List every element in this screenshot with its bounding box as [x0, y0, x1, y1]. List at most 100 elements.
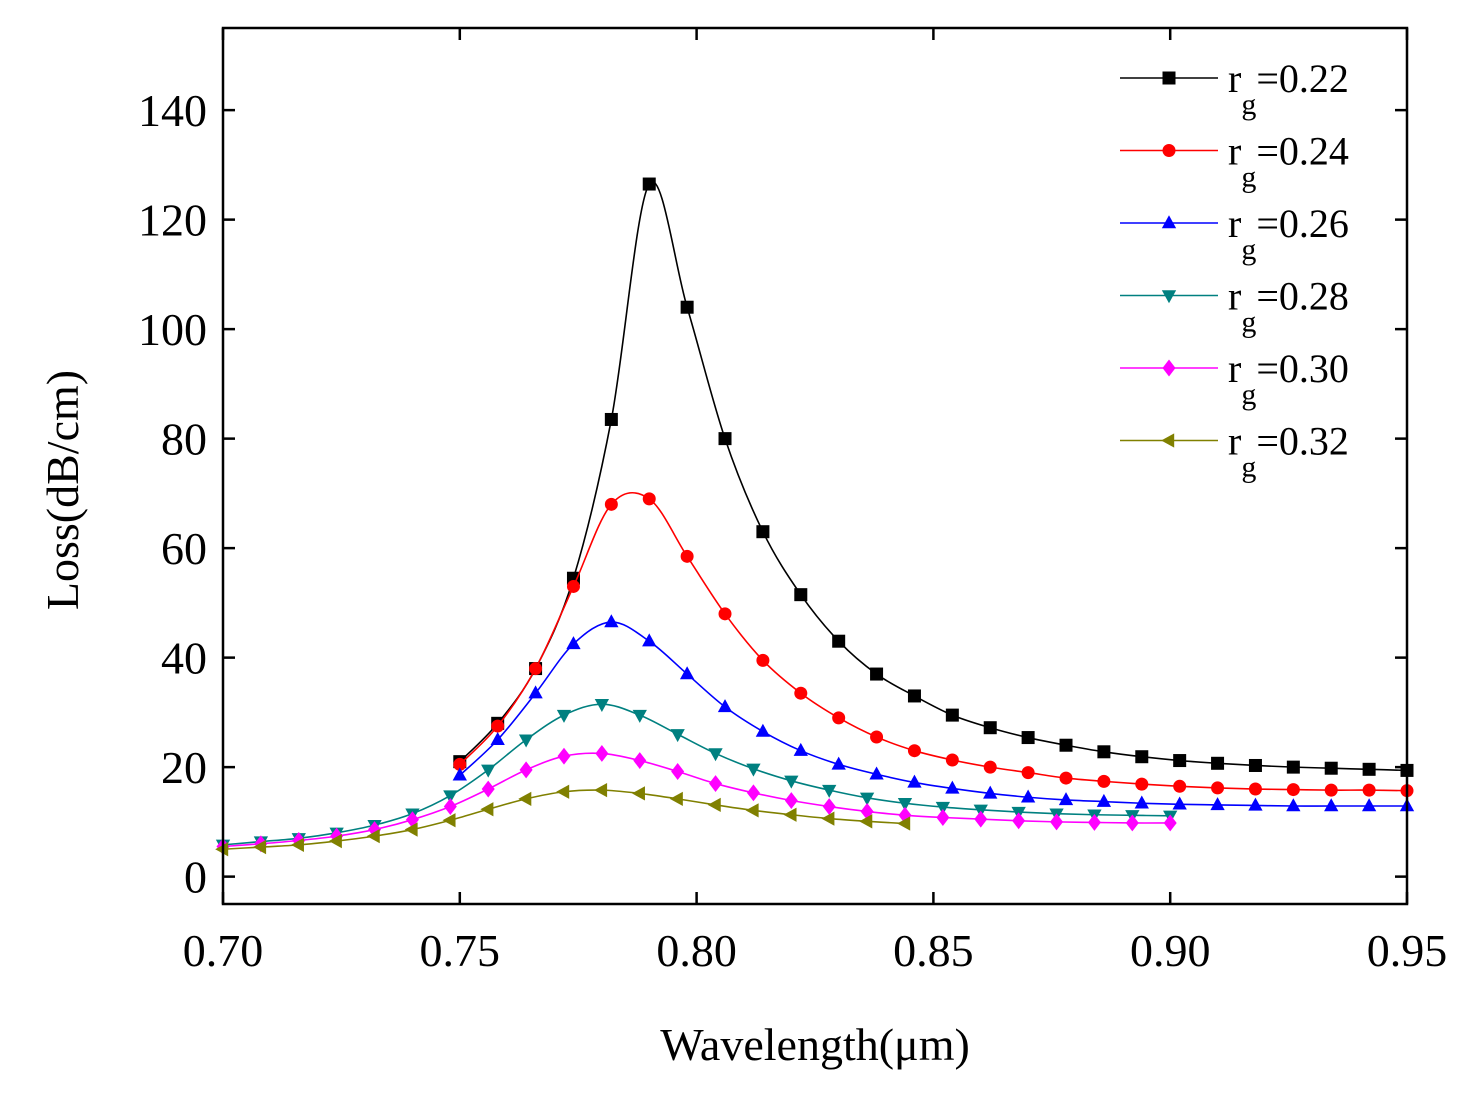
data-point	[680, 300, 694, 314]
data-point	[983, 785, 998, 799]
data-point	[1286, 783, 1300, 797]
data-point	[1286, 760, 1300, 774]
data-point	[859, 814, 873, 829]
data-point	[366, 828, 380, 844]
data-point	[1097, 774, 1111, 788]
data-point	[907, 774, 922, 788]
data-point	[491, 719, 505, 733]
data-point	[566, 636, 581, 650]
data-point	[745, 803, 759, 818]
x-tick-label: 0.70	[183, 925, 264, 976]
data-point	[594, 782, 608, 798]
data-point	[783, 807, 797, 822]
data-point	[1361, 798, 1377, 812]
data-point	[642, 492, 656, 506]
legend: rg=0.22 rg=0.24 rg=0.26 rg=0.28 rg=0.30 rg=0.…	[1120, 56, 1349, 484]
data-point	[898, 806, 912, 824]
legend-entry: rg=0.22	[1120, 56, 1349, 121]
data-point	[1059, 738, 1073, 752]
data-point	[756, 525, 770, 539]
data-point	[784, 792, 798, 809]
data-point	[1248, 797, 1263, 811]
data-point	[822, 784, 837, 798]
data-point	[556, 709, 572, 723]
data-point	[755, 723, 771, 737]
data-point	[1097, 745, 1111, 759]
data-point	[633, 752, 647, 770]
data-point	[1248, 782, 1262, 796]
data-point	[518, 791, 532, 807]
legend-entry: rg=0.26	[1120, 201, 1349, 266]
series-layer	[215, 177, 1415, 857]
data-point	[746, 784, 760, 802]
data-point	[480, 802, 494, 817]
data-point	[1248, 758, 1262, 772]
data-point	[1125, 814, 1139, 832]
x-tick-label: 0.75	[420, 925, 501, 976]
data-point	[907, 744, 921, 758]
data-point	[1362, 783, 1376, 797]
data-point	[746, 763, 761, 777]
data-point	[897, 816, 911, 831]
legend-entry: rg=0.28	[1120, 274, 1349, 339]
legend-marker	[1161, 433, 1175, 448]
y-tick-label: 80	[161, 414, 207, 465]
data-point	[1324, 798, 1339, 812]
y-tick-label: 60	[161, 523, 207, 574]
data-point	[1211, 781, 1225, 795]
legend-entry: rg=0.30	[1120, 346, 1349, 411]
data-point	[594, 698, 610, 712]
x-axis-title: Wavelength(μm)	[660, 1019, 970, 1070]
legend-label: rg=0.26	[1228, 201, 1349, 266]
data-point	[707, 797, 721, 813]
x-tick-label: 0.90	[1130, 925, 1211, 976]
series-line	[459, 180, 1408, 772]
data-point	[832, 711, 846, 725]
data-point	[405, 811, 419, 829]
data-point	[481, 780, 495, 798]
data-point	[490, 731, 505, 745]
data-point	[253, 839, 267, 855]
data-point	[936, 809, 950, 826]
legend-label: rg=0.32	[1228, 419, 1349, 484]
data-point	[756, 653, 770, 667]
series-line	[459, 621, 1407, 807]
data-point	[1163, 814, 1177, 832]
data-point	[452, 767, 467, 781]
data-point	[945, 780, 960, 794]
data-point	[945, 708, 959, 722]
series-r-g-0-22	[453, 177, 1414, 777]
legend-entry: rg=0.32	[1120, 419, 1349, 484]
data-point	[1058, 792, 1074, 806]
series-r-g-0-32	[215, 782, 911, 857]
data-point	[1021, 766, 1035, 780]
data-point	[529, 662, 543, 676]
data-point	[595, 744, 609, 762]
data-point	[481, 764, 496, 778]
data-point	[290, 837, 304, 853]
data-point	[1087, 813, 1101, 831]
y-axis-title: Loss(dB/cm)	[37, 370, 88, 610]
x-tick-label: 0.85	[893, 925, 974, 976]
data-point	[1059, 771, 1073, 785]
data-point	[794, 686, 808, 700]
y-tick-label: 40	[161, 633, 207, 684]
data-point	[556, 784, 570, 799]
data-point	[793, 742, 808, 756]
data-point	[1211, 756, 1225, 770]
tick-labels: 0.70 0.75 0.80 0.85 0.90 0.95 0 20 40 60 80 100 120 1…	[138, 85, 1447, 976]
data-point	[1172, 796, 1187, 810]
data-point	[518, 734, 534, 748]
data-point	[869, 766, 884, 780]
y-tick-label: 120	[138, 195, 207, 246]
data-point	[604, 412, 618, 426]
data-point	[1020, 789, 1036, 803]
data-point	[897, 798, 913, 812]
y-tick-label: 20	[161, 742, 207, 793]
data-point	[1134, 795, 1149, 809]
data-point	[1173, 779, 1187, 793]
data-point	[907, 689, 921, 703]
y-tick-label: 100	[138, 304, 207, 355]
data-point	[1324, 761, 1338, 775]
series-r-g-0-24	[453, 492, 1414, 798]
